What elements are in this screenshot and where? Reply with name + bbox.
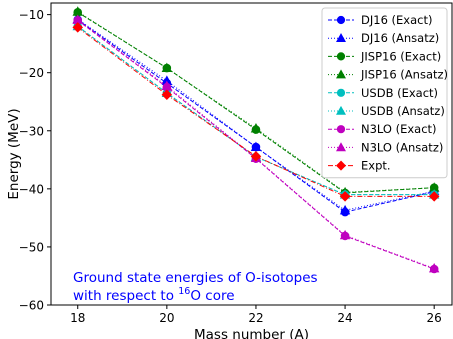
ticks-layer: 18 20 22 24 26 −60 −50 −40 −30 −20 −10 — [19, 8, 442, 325]
y-tick-label: −30 — [19, 124, 44, 138]
data-point — [250, 151, 262, 162]
legend-item: N3LO (Ansatz) — [328, 140, 443, 154]
data-point — [250, 123, 262, 133]
data-point — [339, 204, 351, 215]
legend-item: Expt. — [328, 159, 391, 173]
x-tick-label: 22 — [248, 311, 263, 325]
legend-marker — [336, 69, 346, 79]
data-point — [339, 229, 351, 240]
annotation-line-2: with respect to 16O core — [73, 286, 235, 304]
plot-frame — [50, 2, 453, 306]
series-layer — [72, 6, 440, 274]
legend-label: USDB (Ansatz) — [361, 104, 445, 118]
y-tick-label: −50 — [19, 240, 44, 254]
legend-item: DJ16 (Ansatz) — [328, 31, 439, 45]
legend-label: Expt. — [361, 159, 391, 173]
legend-item: N3LO (Exact) — [328, 122, 437, 136]
y-tick-label: −40 — [19, 182, 44, 196]
y-tick-label: −20 — [19, 66, 44, 80]
legend-label: DJ16 (Exact) — [361, 13, 432, 27]
annotation-line-2-suffix: O core — [190, 288, 234, 304]
legend-item: DJ16 (Exact) — [328, 13, 432, 27]
data-point — [428, 191, 440, 202]
series-line — [77, 25, 435, 196]
x-tick-label: 26 — [427, 311, 442, 325]
x-tick-label: 24 — [337, 311, 352, 325]
legend-marker — [336, 52, 346, 61]
legend-label: DJ16 (Ansatz) — [361, 31, 439, 45]
x-tick-label: 18 — [70, 311, 85, 325]
legend-marker — [335, 160, 347, 171]
data-point — [339, 191, 351, 202]
y-tick-label: −60 — [19, 299, 44, 313]
legend-label: N3LO (Exact) — [361, 122, 437, 136]
legend-label: USDB (Exact) — [361, 86, 438, 100]
legend-label: N3LO (Ansatz) — [361, 140, 443, 154]
x-axis-title: Mass number (A) — [194, 327, 309, 339]
legend-marker — [336, 15, 346, 25]
legend-marker — [336, 33, 346, 43]
legend-frame — [321, 7, 448, 179]
legend-marker — [336, 125, 346, 134]
series-8 — [72, 22, 440, 202]
legend-marker — [336, 105, 346, 115]
x-tick-label: 20 — [159, 311, 174, 325]
legend-item: JISP16 (Exact) — [328, 49, 441, 63]
legend-item: JISP16 (Ansatz) — [328, 68, 448, 82]
y-axis-title: Energy (MeV) — [6, 108, 22, 199]
legend-marker — [336, 142, 346, 152]
legend-item: USDB (Ansatz) — [328, 104, 445, 118]
legend-label: JISP16 (Exact) — [360, 49, 441, 63]
y-tick-label: −10 — [19, 8, 44, 22]
legend-label: JISP16 (Ansatz) — [360, 68, 448, 82]
legend-marker — [336, 88, 346, 97]
legend-item: USDB (Exact) — [328, 86, 438, 100]
data-point — [161, 89, 173, 101]
annotation-line-2-prefix: with respect to — [73, 288, 178, 304]
data-point — [161, 62, 173, 73]
legend: DJ16 (Exact) DJ16 (Ansatz) JISP16 (Exact) J… — [321, 7, 448, 179]
data-point — [72, 22, 84, 33]
data-point — [250, 141, 262, 152]
annotation-line-1: Ground state energies of O-isotopes — [73, 270, 318, 286]
annotation-superscript: 16 — [178, 286, 190, 297]
data-point — [428, 263, 440, 273]
